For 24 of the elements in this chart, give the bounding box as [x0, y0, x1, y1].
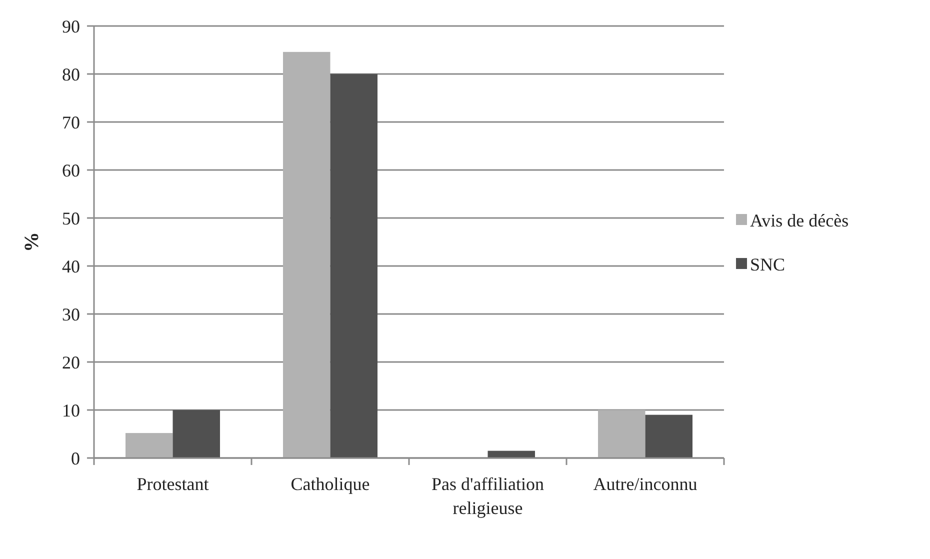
y-tick-label: 60 — [62, 160, 80, 180]
x-tick-label: Autre/inconnu — [593, 474, 698, 494]
y-tick-label: 10 — [62, 400, 80, 420]
bar — [598, 410, 646, 458]
x-tick-label: Pas d'affiliation religieuse — [432, 474, 544, 518]
y-tick-label: 50 — [62, 208, 80, 228]
legend-label: Avis de décès — [750, 210, 849, 230]
y-tick-label: 70 — [62, 112, 80, 132]
legend-label: SNC — [750, 254, 786, 274]
y-axis-title: % — [21, 232, 43, 252]
x-tick-label: Catholique — [290, 474, 370, 494]
bar — [126, 433, 173, 458]
y-tick-label: 80 — [62, 64, 80, 84]
bar — [330, 74, 378, 458]
y-tick-label: 30 — [62, 304, 80, 324]
x-tick-label: Protestant — [136, 474, 209, 494]
y-tick-label: 20 — [62, 352, 80, 372]
bar — [172, 410, 220, 458]
y-tick-label: 40 — [62, 256, 80, 276]
bar — [488, 450, 535, 458]
bar — [645, 414, 692, 458]
y-tick-label: 0 — [71, 448, 80, 468]
y-tick-label: 90 — [62, 16, 80, 36]
bar — [283, 52, 330, 458]
